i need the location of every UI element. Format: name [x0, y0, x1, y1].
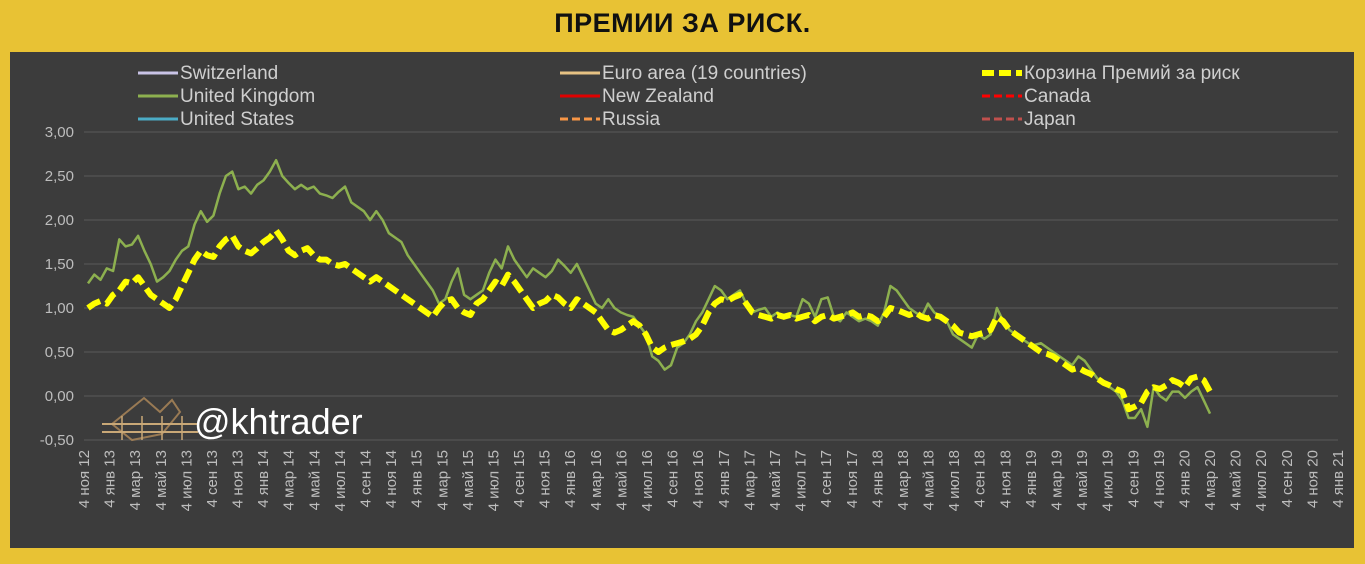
x-tick-label: 4 июл 15 — [485, 450, 502, 511]
x-tick-label: 4 май 17 — [767, 450, 784, 510]
y-axis-ticks: -0,50 0,00 0,50 1,00 1,50 2,00 2,50 3,00 — [40, 124, 74, 449]
y-tick-label: 0,00 — [45, 388, 74, 405]
legend-label: Euro area (19 countries) — [602, 63, 807, 84]
y-tick-label: 3,00 — [45, 124, 74, 141]
x-tick-label: 4 янв 17 — [716, 450, 733, 508]
x-tick-label: 4 сен 20 — [1279, 450, 1296, 508]
legend-label: United States — [180, 109, 294, 130]
y-tick-label: 0,50 — [45, 344, 74, 361]
x-tick-label: 4 ноя 14 — [383, 450, 400, 508]
legend-label: Switzerland — [180, 63, 278, 84]
x-tick-label: 4 ноя 20 — [1304, 450, 1321, 508]
x-tick-label: 4 май 18 — [921, 450, 938, 510]
y-tick-label: 2,00 — [45, 212, 74, 229]
x-tick-label: 4 янв 14 — [255, 450, 272, 508]
x-axis-ticks: 4 ноя 12 4 янв 13 4 мар 13 4 май 13 4 июл 13… — [76, 450, 1347, 511]
legend-label: Japan — [1024, 109, 1076, 130]
x-tick-label: 4 мар 18 — [895, 450, 912, 510]
x-tick-label: 4 сен 13 — [204, 450, 221, 508]
x-tick-label: 4 янв 16 — [562, 450, 579, 508]
chart-title: ПРЕМИИ ЗА РИСК. — [554, 8, 811, 38]
x-tick-label: 4 май 15 — [460, 450, 477, 510]
x-tick-label: 4 май 20 — [1228, 450, 1245, 510]
x-tick-label: 4 ноя 12 — [76, 450, 93, 508]
chart-svg: -0,50 0,00 0,50 1,00 1,50 2,00 2,50 3,00 4 ноя … — [40, 63, 1347, 511]
series-line — [86, 227, 1213, 413]
x-tick-label: 4 сен 15 — [511, 450, 528, 508]
x-tick-label: 4 сен 16 — [665, 450, 682, 508]
x-tick-label: 4 май 19 — [1074, 450, 1091, 510]
x-tick-label: 4 июл 17 — [793, 450, 810, 511]
x-tick-label: 4 июл 14 — [332, 450, 349, 511]
x-tick-label: 4 сен 17 — [818, 450, 835, 508]
watermark-text: @khtrader — [194, 401, 363, 442]
x-tick-label: 4 июл 16 — [639, 450, 656, 511]
x-tick-label: 4 мар 15 — [434, 450, 451, 510]
x-tick-label: 4 мар 17 — [741, 450, 758, 510]
x-tick-label: 4 июл 13 — [178, 450, 195, 511]
x-tick-label: 4 мар 20 — [1202, 450, 1219, 510]
series-line — [86, 158, 1212, 429]
plot-panel: -0,50 0,00 0,50 1,00 1,50 2,00 2,50 3,00 4 ноя … — [10, 52, 1354, 548]
y-tick-label: 1,00 — [45, 300, 74, 317]
x-tick-label: 4 сен 19 — [1125, 450, 1142, 508]
x-tick-label: 4 июл 20 — [1253, 450, 1270, 511]
x-tick-label: 4 янв 13 — [102, 450, 119, 508]
legend-label: New Zealand — [602, 86, 714, 107]
series-layer — [86, 158, 1213, 429]
x-tick-label: 4 ноя 19 — [1151, 450, 1168, 508]
y-tick-label: -0,50 — [40, 432, 74, 449]
watermark-logo-icon — [102, 396, 198, 442]
watermark: @khtrader — [102, 396, 363, 442]
x-tick-label: 4 мар 13 — [127, 450, 144, 510]
x-tick-label: 4 ноя 16 — [690, 450, 707, 508]
x-tick-label: 4 ноя 17 — [844, 450, 861, 508]
x-tick-label: 4 мар 19 — [1048, 450, 1065, 510]
x-tick-label: 4 янв 19 — [1023, 450, 1040, 508]
x-tick-label: 4 ноя 13 — [230, 450, 247, 508]
legend-label: United Kingdom — [180, 86, 315, 107]
x-tick-label: 4 ноя 15 — [537, 450, 554, 508]
x-tick-label: 4 июл 19 — [1100, 450, 1117, 511]
grid-layer — [84, 131, 1338, 441]
x-tick-label: 4 янв 15 — [409, 450, 426, 508]
y-tick-label: 1,50 — [45, 256, 74, 273]
x-tick-label: 4 мар 14 — [281, 450, 298, 510]
x-tick-label: 4 сен 18 — [972, 450, 989, 508]
x-tick-label: 4 янв 21 — [1330, 450, 1347, 508]
x-tick-label: 4 янв 18 — [869, 450, 886, 508]
x-tick-label: 4 янв 20 — [1176, 450, 1193, 508]
legend-label: Russia — [602, 109, 661, 130]
legend-label: Canada — [1024, 86, 1091, 107]
x-tick-label: 4 сен 14 — [358, 450, 375, 508]
x-tick-label: 4 май 16 — [613, 450, 630, 510]
y-tick-label: 2,50 — [45, 168, 74, 185]
x-tick-label: 4 май 13 — [153, 450, 170, 510]
x-tick-label: 4 май 14 — [306, 450, 323, 510]
x-tick-label: 4 мар 16 — [588, 450, 605, 510]
x-tick-label: 4 ноя 18 — [997, 450, 1014, 508]
x-tick-label: 4 июл 18 — [946, 450, 963, 511]
legend-label: Корзина Премий за риск — [1024, 63, 1240, 84]
